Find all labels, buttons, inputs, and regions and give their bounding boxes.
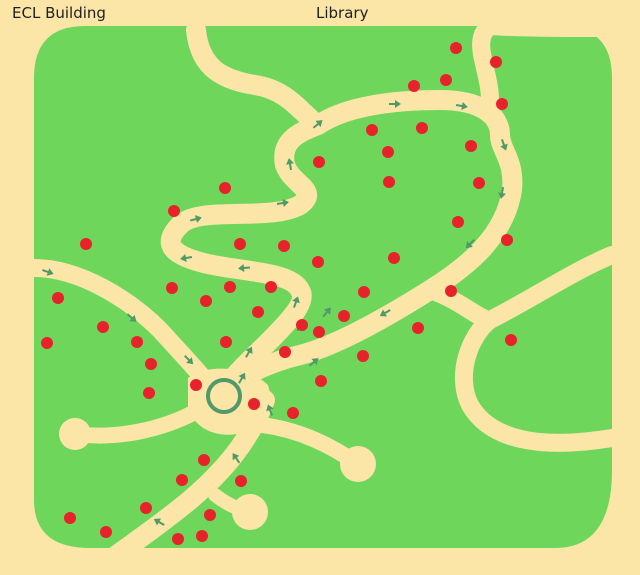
tree-marker [315, 375, 327, 387]
tree-marker [278, 240, 290, 252]
direction-arrow-icon [455, 102, 468, 110]
tree-marker [388, 252, 400, 264]
tree-marker [220, 336, 232, 348]
tree-marker [204, 509, 216, 521]
tree-marker [224, 281, 236, 293]
direction-arrow-icon [308, 358, 319, 367]
direction-arrow-icon [189, 215, 202, 223]
path-library-entrance [186, 20, 328, 135]
ecl-building-label: ECL Building [12, 4, 106, 22]
tree-marker [248, 398, 260, 410]
cul-de-sac-west [59, 418, 91, 450]
tree-marker [234, 238, 246, 250]
tree-marker [235, 475, 247, 487]
direction-arrow-icon [379, 309, 391, 317]
tree-marker [168, 205, 180, 217]
direction-arrow-icon [286, 158, 294, 171]
tree-marker [80, 238, 92, 250]
tree-marker [190, 379, 202, 391]
direction-arrow-icon [238, 264, 251, 272]
direction-arrow-icon [322, 307, 331, 318]
tree-marker [296, 319, 308, 331]
direction-arrow-icon [465, 239, 475, 249]
tree-marker [131, 336, 143, 348]
tree-marker [452, 216, 464, 228]
path-east-loop [454, 311, 621, 452]
tree-marker [505, 334, 517, 346]
tree-marker [64, 512, 76, 524]
tree-marker [501, 234, 513, 246]
tree-marker [358, 286, 370, 298]
direction-arrow-icon [500, 139, 508, 151]
direction-arrow-icon [184, 355, 194, 365]
direction-arrow-icon [126, 313, 137, 322]
tree-marker [176, 474, 188, 486]
cul-de-sac-east [340, 446, 376, 482]
direction-arrow-icon [245, 346, 253, 358]
tree-marker [357, 350, 369, 362]
tree-marker [100, 526, 112, 538]
tree-marker [313, 326, 325, 338]
tree-marker [496, 98, 508, 110]
path-south [100, 390, 275, 570]
tree-marker [200, 295, 212, 307]
tree-marker [440, 74, 452, 86]
direction-arrow-icon [389, 100, 401, 108]
tree-marker [166, 282, 178, 294]
tree-marker [145, 358, 157, 370]
tree-marker [287, 407, 299, 419]
tree-marker [416, 122, 428, 134]
tree-marker [143, 387, 155, 399]
tree-marker [473, 177, 485, 189]
direction-arrow-icon [42, 268, 54, 276]
tree-marker [382, 146, 394, 158]
grass-field [34, 26, 612, 548]
tree-marker [383, 176, 395, 188]
path-main-loop [218, 90, 523, 395]
tree-marker [219, 182, 231, 194]
tree-marker [252, 306, 264, 318]
tree-marker [465, 140, 477, 152]
direction-arrow-icon [232, 453, 241, 464]
tree-marker [490, 56, 502, 68]
tree-marker [312, 256, 324, 268]
tree-marker [366, 124, 378, 136]
tree-marker [313, 156, 325, 168]
tree-marker [172, 533, 184, 545]
tree-marker [97, 321, 109, 333]
tree-marker [52, 292, 64, 304]
tree-marker [198, 454, 210, 466]
path-northeast [472, 17, 609, 109]
direction-arrow-icon [292, 296, 300, 308]
fountain-ring [206, 378, 242, 414]
direction-arrow-icon [266, 404, 274, 416]
tree-marker [408, 80, 420, 92]
tree-marker [279, 346, 291, 358]
direction-arrow-icon [276, 199, 289, 207]
library-label: Library [316, 4, 369, 22]
direction-arrow-icon [498, 186, 506, 199]
tree-marker [140, 502, 152, 514]
tree-marker [338, 310, 350, 322]
tree-marker [450, 42, 462, 54]
tree-marker [41, 337, 53, 349]
trees [41, 42, 517, 545]
tree-marker [196, 530, 208, 542]
path-west [25, 259, 214, 389]
tree-marker [265, 281, 277, 293]
cul-de-sac-south [232, 494, 268, 530]
path-switchback [160, 115, 328, 395]
direction-arrow-icon [312, 120, 323, 129]
direction-arrow-icon [153, 518, 165, 526]
tree-marker [445, 285, 457, 297]
direction-arrow-icon [238, 372, 246, 384]
tree-marker [412, 322, 424, 334]
direction-arrow-icon [180, 254, 193, 262]
